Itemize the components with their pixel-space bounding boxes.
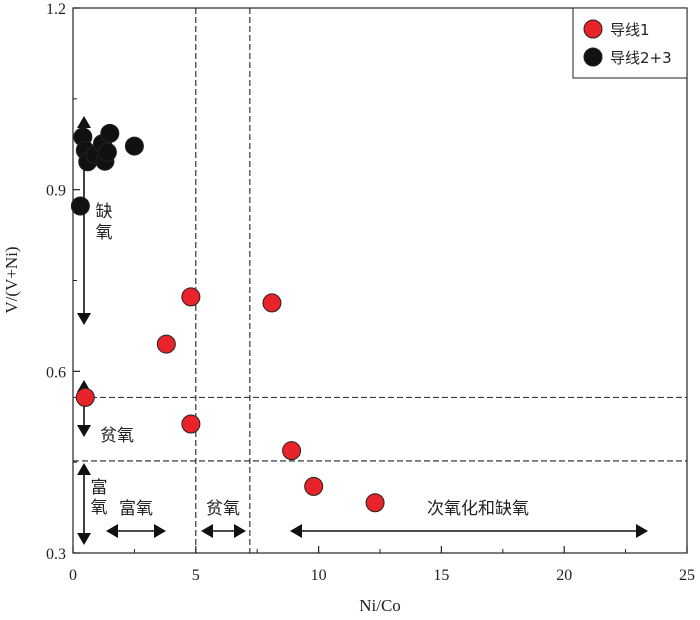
y-tick-label-0.3: 0.3	[46, 546, 66, 563]
x-tick-label-15: 15	[433, 567, 449, 584]
poor-oxygen-x-label: 贫氧	[206, 499, 240, 519]
data-point-series-1-8	[365, 493, 385, 513]
axis-ticks: 0 5 10 15 20 25 0.3 0.6 0.9 1.2	[46, 1, 695, 584]
legend-marker-series-2	[583, 47, 603, 67]
data-point-series-1-2	[156, 334, 176, 354]
rich-oxygen-x-arrow-head-right	[154, 524, 166, 538]
data-point-series-1-4	[181, 414, 201, 434]
y-tick-label-0.6: 0.6	[46, 364, 66, 381]
y-axis-title: V/(V+Ni)	[2, 246, 21, 313]
reference-lines	[73, 8, 687, 553]
legend: 导线1 导线2+3	[572, 7, 688, 79]
data-point-series-1-7	[304, 476, 324, 496]
data-point-series-1-5	[262, 293, 282, 313]
rich-oxygen-x-label: 富氧	[119, 499, 153, 519]
poor-oxygen-x-arrow-head-right	[234, 524, 246, 538]
poor-oxygen-x-arrow-head-left	[201, 524, 213, 538]
poor-oxygen-y-label: 贫氧	[100, 426, 134, 446]
data-point-series-2-1	[70, 196, 90, 216]
legend-marker-series-1	[583, 19, 603, 39]
plot-area-frame	[72, 7, 688, 554]
rich-oxygen-x-arrow-head-left	[106, 524, 118, 538]
y-tick-label-1.2: 1.2	[46, 1, 66, 18]
suboxic-anoxic-label: 次氧化和缺氧	[427, 499, 529, 519]
rich-oxygen-y-arrow-head-top	[77, 463, 91, 475]
poor-oxygen-y-arrow-head-bottom	[77, 425, 91, 437]
data-point-series-1-6	[282, 441, 302, 461]
x-tick-label-25: 25	[679, 567, 695, 584]
x-tick-label-20: 20	[556, 567, 572, 584]
anoxic-arrow-head-top	[77, 116, 91, 128]
data-point-series-2-9	[100, 123, 120, 143]
data-point-series-1-3	[181, 287, 201, 307]
anoxic-label: 缺氧	[96, 202, 113, 243]
legend-label-series-2: 导线2+3	[610, 49, 672, 67]
data-points	[70, 123, 385, 513]
data-point-series-2-10	[124, 136, 144, 156]
rich-oxygen-y-label: 富氧	[91, 478, 108, 518]
legend-box	[572, 7, 688, 79]
x-tick-label-5: 5	[192, 567, 200, 584]
data-point-series-1-1	[75, 387, 95, 407]
suboxic-anoxic-arrow-head-left	[290, 524, 302, 538]
x-axis-title: Ni/Co	[359, 596, 401, 615]
rich-oxygen-y-arrow-head-bottom	[77, 533, 91, 545]
x-tick-label-10: 10	[311, 567, 327, 584]
legend-label-series-1: 导线1	[610, 21, 650, 39]
anoxic-arrow-head-bottom	[77, 313, 91, 325]
data-point-series-2-8	[97, 142, 117, 162]
suboxic-anoxic-arrow-head-right	[636, 524, 648, 538]
y-tick-label-0.9: 0.9	[46, 183, 66, 200]
x-tick-label-0: 0	[69, 567, 77, 584]
